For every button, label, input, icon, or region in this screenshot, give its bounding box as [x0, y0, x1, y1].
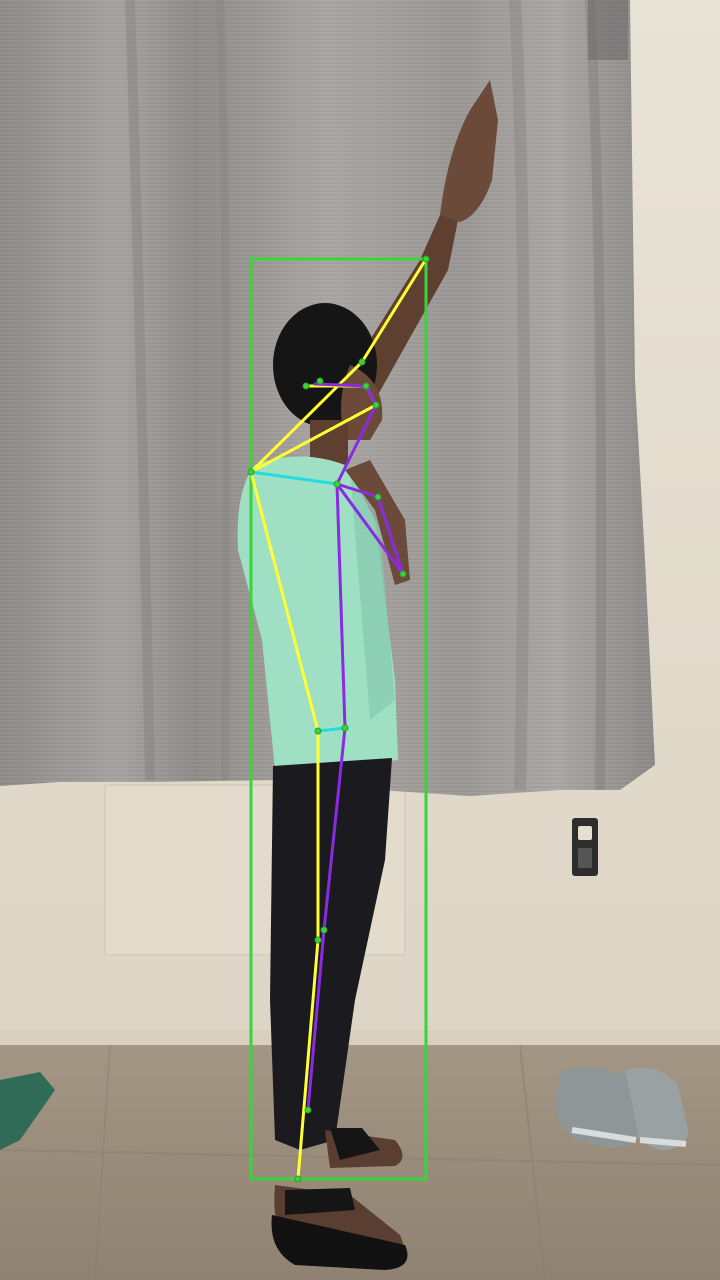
keypoint-markers [247, 255, 430, 1183]
skeleton-shoulder-link [249, 470, 339, 486]
keypoint-marker-icon [304, 1106, 312, 1114]
curtain-fold [509, 0, 530, 791]
keypoint-marker-icon [294, 1175, 302, 1183]
curtain-fold [216, 0, 231, 781]
front-sandal-strap [285, 1188, 355, 1215]
skeleton-right-arm [335, 482, 405, 576]
skeleton-right-head [313, 382, 378, 486]
skeleton-left-torso [249, 470, 320, 1181]
keypoint-marker-icon [358, 358, 366, 366]
keypoint-marker-icon [372, 401, 380, 409]
shoes-icon [555, 1067, 688, 1150]
keypoint-marker-icon [341, 724, 349, 732]
keypoint-marker-icon [302, 382, 310, 390]
keypoint-marker-icon [422, 255, 430, 263]
shirt-shadow [350, 470, 395, 720]
curtain-fold [585, 0, 607, 791]
keypoint-marker-icon [362, 382, 370, 390]
keypoint-marker-icon [333, 480, 341, 488]
floor-tile-line [519, 1044, 546, 1280]
back-sandal [330, 1128, 380, 1160]
front-sandal [271, 1215, 408, 1270]
keypoint-marker-icon [399, 570, 407, 578]
face [341, 365, 383, 440]
floor-tile-line [94, 1044, 111, 1280]
person [237, 80, 498, 1270]
keypoint-marker-icon [314, 936, 322, 944]
raised-hand [440, 80, 498, 222]
curtain-rod-bracket [588, 0, 628, 60]
floor-mat [0, 1072, 55, 1150]
baseboard [0, 1030, 720, 1046]
curtain-fold [125, 0, 155, 781]
keypoint-marker-icon [320, 926, 328, 934]
keypoint-marker-icon [316, 377, 324, 385]
skeleton-right-torso [306, 482, 347, 1112]
neck [310, 420, 348, 465]
keypoint-marker-icon [374, 493, 382, 501]
keypoint-marker-icon [314, 727, 322, 735]
wall-socket-icon [572, 818, 598, 876]
keypoint-marker-icon [247, 468, 255, 476]
skeleton-hip-link [316, 726, 347, 733]
bounding-box-icon [249, 257, 428, 1181]
pants [270, 758, 392, 1150]
